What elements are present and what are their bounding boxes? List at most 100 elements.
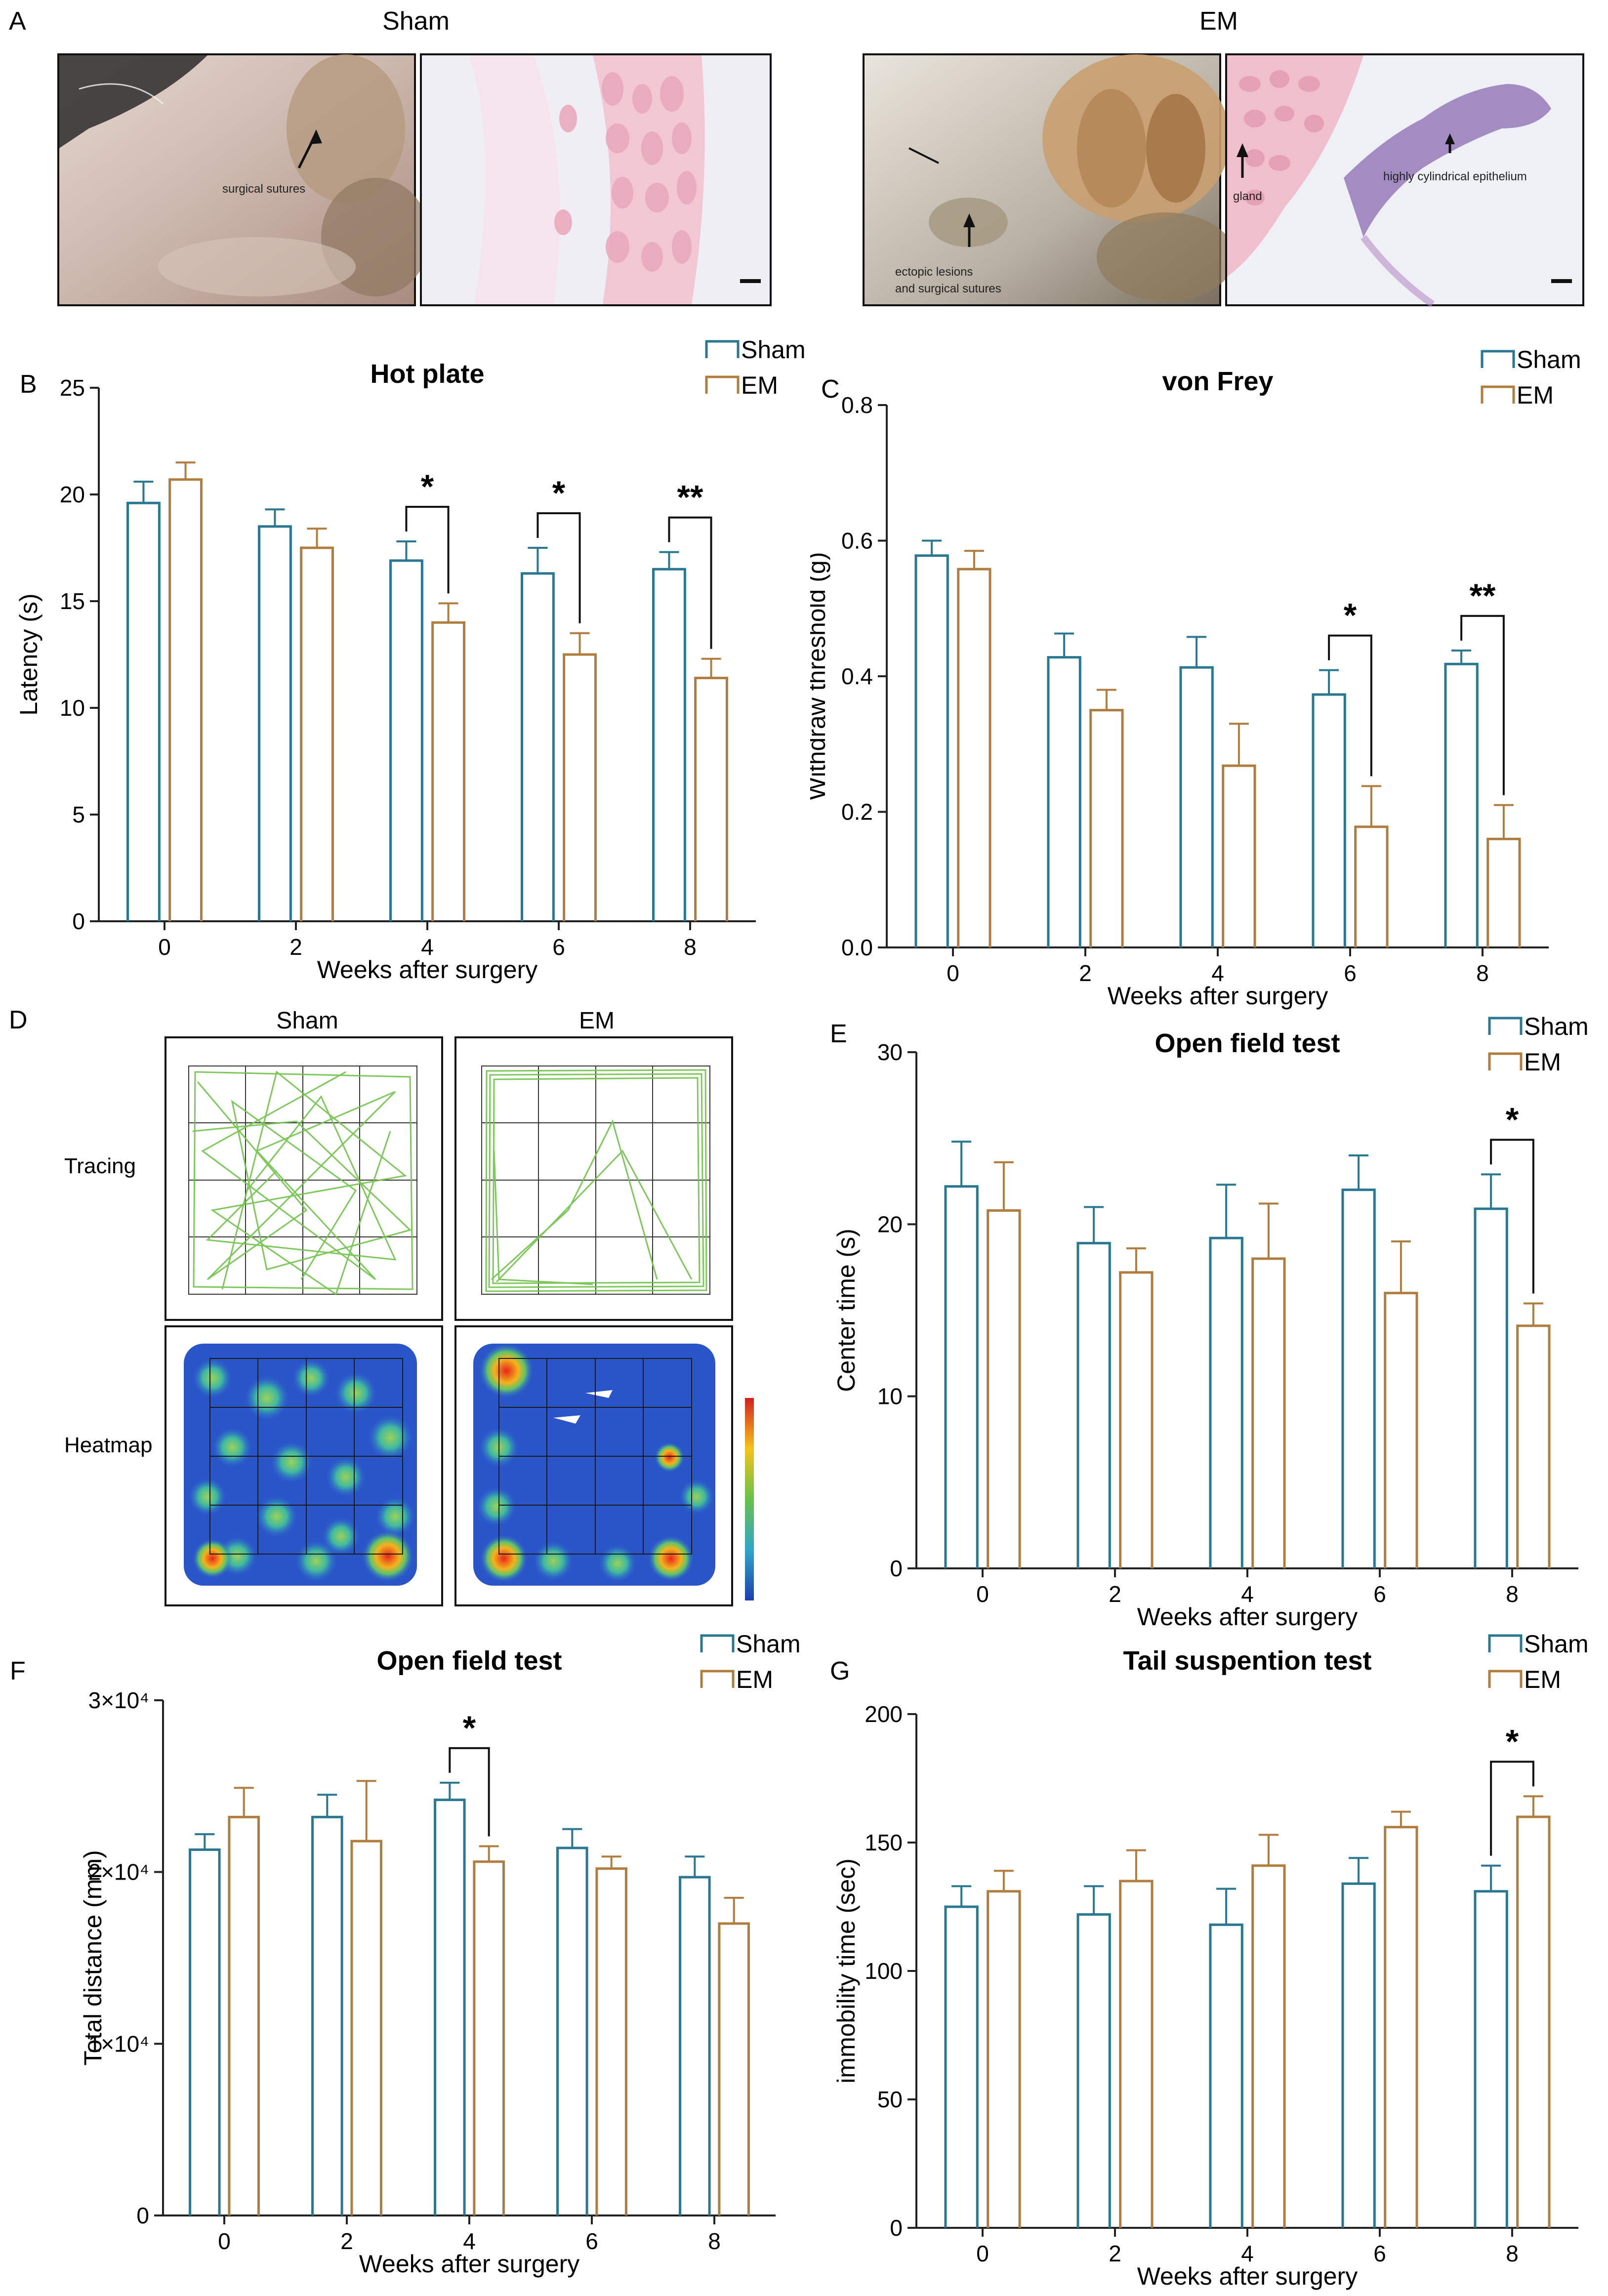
bar-sham-0 xyxy=(126,501,161,921)
em-surgery-photo: ectopic lesions and surgical sutures xyxy=(863,53,1235,306)
legend-swatch-em xyxy=(700,1670,735,1688)
y-tick-label: 150 xyxy=(865,1830,903,1855)
panel-letter: E xyxy=(830,1020,847,1048)
legend-label-sham: Sham xyxy=(1517,346,1581,373)
x-tick-label: 0 xyxy=(218,2228,231,2254)
x-tick-label: 4 xyxy=(1211,960,1224,986)
bar-em-2 xyxy=(1089,709,1124,947)
bar-sham-8 xyxy=(679,1876,711,2215)
col-label-sham: Sham xyxy=(276,1008,338,1034)
x-tick-label: 2 xyxy=(340,2228,353,2254)
y-tick-label: 0 xyxy=(136,2203,149,2228)
chart-g: G Tail suspention test Sham EM 0 50 100 150 200 0… xyxy=(830,1630,1589,2290)
significance-bracket xyxy=(1460,615,1505,795)
panel-letter: G xyxy=(830,1657,850,1685)
legend-swatch-em xyxy=(1488,1052,1523,1070)
x-tick-label: 2 xyxy=(1109,2241,1121,2266)
y-tick-label: 1×10⁴ xyxy=(88,2031,149,2056)
legend-label-sham: Sham xyxy=(736,1630,801,1658)
y-tick-label: 0.6 xyxy=(841,528,873,554)
bar-sham-8 xyxy=(1474,1207,1508,1568)
legend-label-sham: Sham xyxy=(1524,1013,1589,1040)
sham-histology-image xyxy=(420,53,772,306)
y-tick-label: 10 xyxy=(60,695,85,721)
significance-bracket xyxy=(536,512,581,623)
bar-sham-6 xyxy=(521,572,555,921)
y-tick-label: 200 xyxy=(865,1701,903,1727)
bar-em-0 xyxy=(957,568,991,947)
bar-sham-4 xyxy=(389,559,423,921)
bar-em-4 xyxy=(1251,1864,1286,2228)
x-tick-label: 4 xyxy=(421,934,434,960)
y-tick-label: 0 xyxy=(890,2215,903,2241)
em-histo-gland-label: gland xyxy=(1233,190,1262,203)
bar-sham-2 xyxy=(1047,656,1081,947)
sham-tracing-image xyxy=(165,1036,443,1321)
bar-sham-2 xyxy=(1076,1913,1111,2228)
bar-sham-6 xyxy=(556,1846,588,2215)
significance-bracket xyxy=(1490,1761,1534,1856)
bar-sham-4 xyxy=(434,1799,466,2215)
chart-title: Hot plate xyxy=(370,359,484,389)
bar-em-0 xyxy=(987,1209,1021,1568)
bar-em-4 xyxy=(1251,1257,1286,1568)
significance-label: * xyxy=(1506,1722,1519,1760)
legend-label-em: EM xyxy=(736,1666,773,1693)
y-tick-label: 100 xyxy=(865,1958,903,1984)
significance-bracket xyxy=(1328,634,1372,777)
heatmap-color-scale xyxy=(745,1398,754,1600)
bar-em-0 xyxy=(228,1815,260,2215)
legend-swatch-em xyxy=(1488,1670,1523,1688)
chart-title: von Frey xyxy=(1162,367,1273,396)
x-tick-label: 4 xyxy=(1241,2241,1254,2266)
panel-a-letter: A xyxy=(9,7,26,36)
x-tick-label: 8 xyxy=(1476,960,1489,986)
x-tick-label: 8 xyxy=(1506,2241,1519,2266)
chart-title: Open field test xyxy=(376,1646,562,1676)
y-axis-label: immobility time (sec) xyxy=(832,1858,860,2084)
x-axis-label: Weeks after surgery xyxy=(1108,982,1328,1010)
x-tick-label: 8 xyxy=(708,2228,721,2254)
col-label-em: EM xyxy=(579,1008,615,1034)
bar-em-0 xyxy=(168,478,203,921)
legend-swatch-em xyxy=(1481,385,1515,404)
legend-swatch-sham xyxy=(700,1634,735,1652)
bar-sham-4 xyxy=(1209,1923,1243,2228)
x-tick-label: 0 xyxy=(158,934,171,960)
x-tick-label: 6 xyxy=(1373,1581,1386,1607)
bar-em-2 xyxy=(350,1840,382,2215)
em-tracing-image xyxy=(454,1036,733,1321)
em-histology-image: gland highly cylindrical epithelium xyxy=(1225,53,1584,307)
y-tick-label: 5 xyxy=(72,802,85,827)
legend-label-em: EM xyxy=(1517,381,1554,409)
x-tick-label: 6 xyxy=(585,2228,598,2254)
bar-sham-6 xyxy=(1341,1882,1376,2228)
y-axis-label: Withdraw threshold (g) xyxy=(810,552,830,801)
y-tick-label: 50 xyxy=(877,2087,903,2112)
y-axis-label: Latency (s) xyxy=(15,593,42,715)
legend-label-em: EM xyxy=(741,371,778,399)
x-tick-label: 6 xyxy=(1373,2241,1386,2266)
bar-sham-0 xyxy=(944,1905,979,2228)
em-photo-label-2: and surgical sutures xyxy=(895,282,1001,295)
row-label-heatmap: Heatmap xyxy=(64,1433,153,1457)
bar-em-4 xyxy=(1222,764,1256,947)
x-axis-label: Weeks after surgery xyxy=(359,2250,579,2278)
x-tick-label: 4 xyxy=(463,2228,476,2254)
chart-title: Tail suspention test xyxy=(1123,1646,1371,1676)
x-tick-label: 2 xyxy=(1079,960,1092,986)
bar-sham-8 xyxy=(1474,1890,1508,2228)
significance-label: * xyxy=(1344,597,1357,634)
legend-swatch-sham xyxy=(1488,1017,1523,1035)
bar-em-8 xyxy=(1516,1815,1551,2228)
bar-sham-2 xyxy=(311,1815,343,2215)
x-tick-label: 2 xyxy=(1109,1581,1121,1607)
x-tick-label: 0 xyxy=(976,1581,989,1607)
bar-sham-6 xyxy=(1341,1189,1376,1568)
chart-b: B Hot plate Sham EM 0 5 10 15 20 25 0 2 4 6 8 Weeks aft… xyxy=(15,336,806,984)
panel-letter: B xyxy=(20,370,37,399)
em-histo-epithelium-label: highly cylindrical epithelium xyxy=(1383,170,1527,183)
legend-swatch-sham xyxy=(1488,1634,1523,1652)
y-tick-label: 0.2 xyxy=(841,799,873,825)
y-tick-label: 2×10⁴ xyxy=(88,1859,149,1885)
